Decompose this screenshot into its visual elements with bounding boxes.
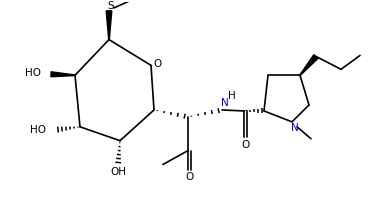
Text: N: N: [291, 123, 299, 133]
Text: H: H: [228, 91, 236, 101]
Text: HO: HO: [25, 68, 41, 78]
Text: N: N: [221, 98, 229, 108]
Text: O: O: [241, 140, 249, 150]
Polygon shape: [106, 11, 112, 39]
Text: HO: HO: [30, 125, 46, 135]
Polygon shape: [300, 55, 318, 76]
Text: S: S: [108, 1, 114, 11]
Text: OH: OH: [110, 167, 126, 178]
Text: O: O: [154, 59, 162, 69]
Text: O: O: [185, 172, 193, 182]
Polygon shape: [51, 72, 75, 77]
